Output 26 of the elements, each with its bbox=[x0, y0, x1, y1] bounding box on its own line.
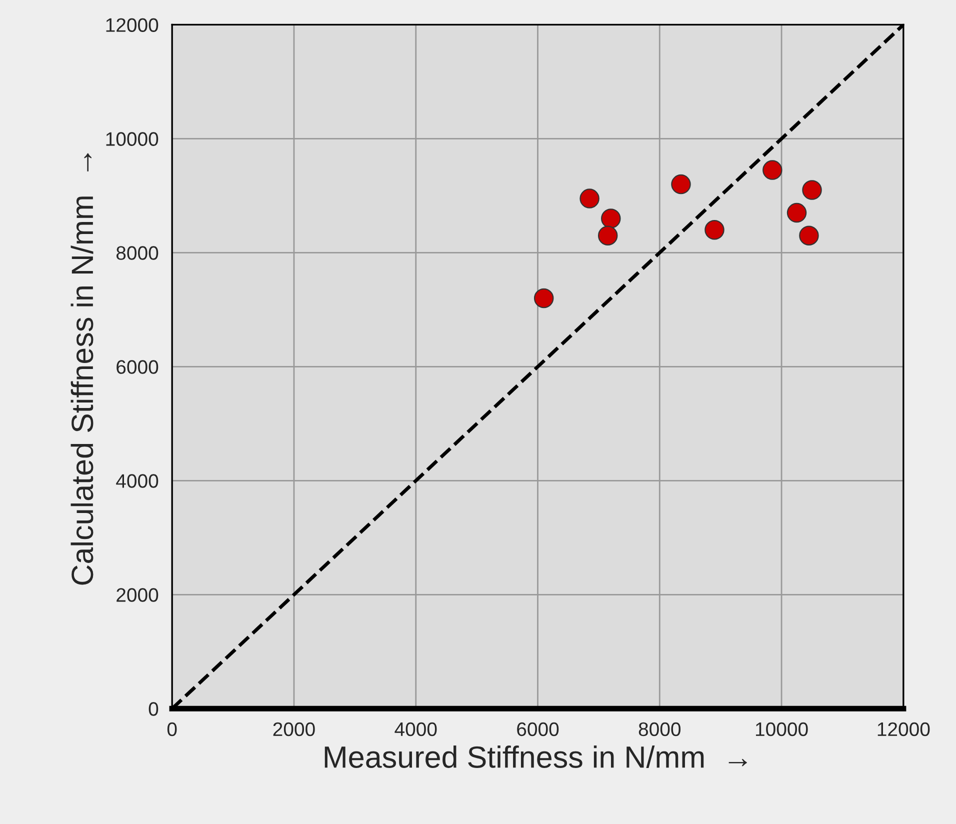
y-tick-label: 2000 bbox=[116, 588, 158, 602]
point bbox=[580, 188, 600, 208]
y-tick-label: 0 bbox=[148, 702, 158, 716]
y-tick-label: 12000 bbox=[106, 18, 158, 32]
x-tick-label: 4000 bbox=[394, 722, 437, 736]
x-tick-label: 8000 bbox=[638, 722, 681, 736]
point bbox=[601, 208, 621, 228]
x-axis-title: Measured Stiffness in N/mm → bbox=[324, 746, 747, 768]
point bbox=[704, 220, 724, 240]
point bbox=[799, 226, 819, 246]
point bbox=[598, 226, 618, 246]
x-tick-label: 12000 bbox=[878, 722, 930, 736]
point bbox=[802, 180, 822, 200]
x-tick-label: 0 bbox=[167, 722, 177, 736]
y-tick-label: 10000 bbox=[106, 132, 158, 146]
point bbox=[762, 160, 782, 180]
point bbox=[786, 202, 807, 223]
y-tick-label: 6000 bbox=[116, 360, 158, 374]
y-tick-label: 8000 bbox=[116, 246, 158, 260]
y-axis-title: Calculated Stiffness in N/mm → bbox=[70, 153, 94, 585]
point bbox=[534, 288, 554, 308]
x-tick-label: 10000 bbox=[756, 722, 808, 736]
x-tick-label: 6000 bbox=[517, 722, 559, 736]
x-tick-label: 2000 bbox=[273, 722, 315, 736]
point bbox=[671, 174, 691, 194]
y-tick-label: 4000 bbox=[116, 474, 158, 488]
